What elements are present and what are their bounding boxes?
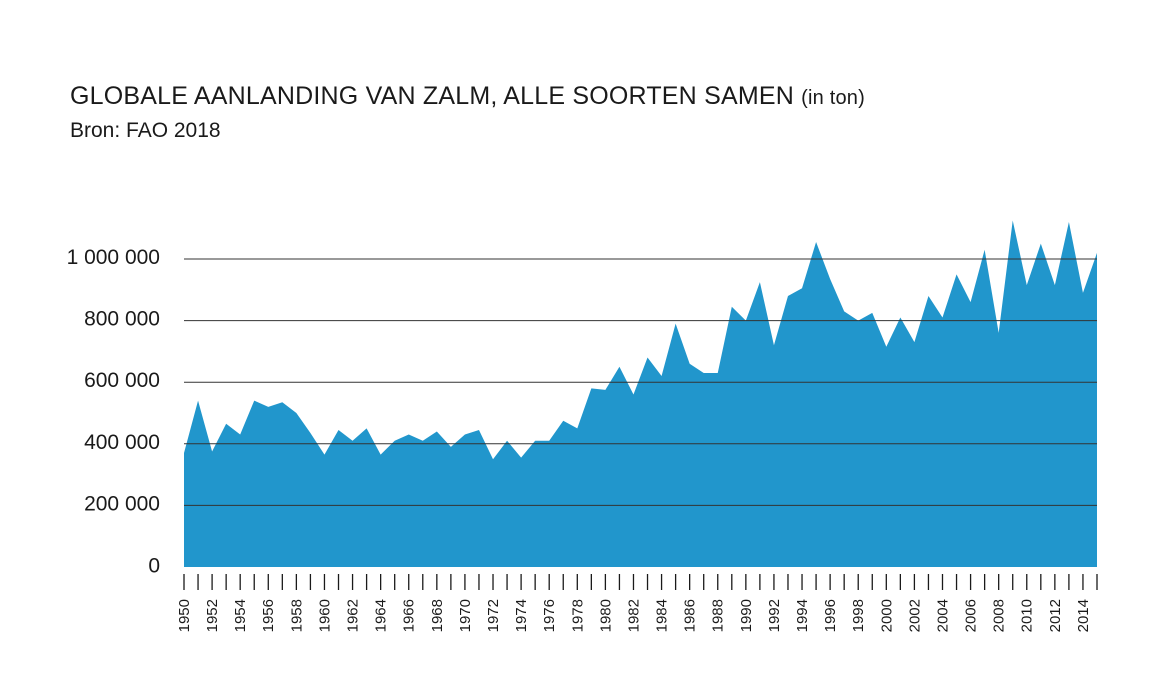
x-tick-label: 1998: [850, 599, 867, 632]
x-tick-label: 1982: [625, 599, 642, 632]
salmon-landings-area: [184, 220, 1097, 567]
x-tick-label: 2006: [963, 599, 980, 632]
y-axis: 0 200 000 400 000 600 000 800 000 1 000 000: [67, 246, 1097, 578]
y-tick-label: 0: [148, 555, 160, 578]
x-tick-label: 2014: [1075, 599, 1092, 632]
y-tick-label: 1 000 000: [67, 246, 160, 269]
y-tick-label: 600 000: [84, 369, 160, 392]
y-tick-label: 400 000: [84, 431, 160, 454]
x-tick-label: 1960: [316, 599, 333, 632]
y-tick-label: 200 000: [84, 492, 160, 515]
x-tick-label: 2002: [906, 599, 923, 632]
x-tick-label: 1964: [373, 599, 390, 632]
chart-subtitle: Bron: FAO 2018: [70, 119, 221, 142]
x-tick-label: 1970: [457, 599, 474, 632]
x-tick-label: 1994: [794, 599, 811, 632]
x-axis: 1950 1952 1954 1956 1958 1960 1962 1964 1966 1968…: [176, 574, 1098, 632]
x-tick-label: 2004: [934, 599, 951, 632]
x-tick-label: 1950: [176, 599, 193, 632]
x-tick-label: 1984: [654, 599, 671, 632]
data-area: [184, 220, 1097, 567]
x-tick-label: 1956: [260, 599, 277, 632]
y-tick-label: 800 000: [84, 308, 160, 331]
x-tick-label: 1978: [569, 599, 586, 632]
chart-title-unit: (in ton): [801, 87, 865, 109]
x-tick-label: 1962: [345, 599, 362, 632]
x-tick-label: 1990: [738, 599, 755, 632]
x-tick-label: 1966: [401, 599, 418, 632]
x-tick-label: 2012: [1047, 599, 1064, 632]
chart-title: GLOBALE AANLANDING VAN ZALM, ALLE SOORTE…: [70, 82, 865, 111]
x-tick-label: 2008: [991, 599, 1008, 632]
chart-title-text: GLOBALE AANLANDING VAN ZALM, ALLE SOORTE…: [70, 82, 794, 110]
x-tick-label: 1980: [597, 599, 614, 632]
x-tick-label: 1986: [682, 599, 699, 632]
x-tick-label: 2010: [1019, 599, 1036, 632]
x-tick-label: 1992: [766, 599, 783, 632]
x-tick-label: 1952: [204, 599, 221, 632]
x-tick-label: 1972: [485, 599, 502, 632]
x-tick-label: 1996: [822, 599, 839, 632]
x-tick-label: 1974: [513, 599, 530, 632]
x-tick-label: 1976: [541, 599, 558, 632]
x-tick-label: 1988: [710, 599, 727, 632]
x-tick-label: 2000: [878, 599, 895, 632]
x-tick-label: 1958: [288, 599, 305, 632]
x-tick-label: 1954: [232, 599, 249, 632]
x-tick-label: 1968: [429, 599, 446, 632]
